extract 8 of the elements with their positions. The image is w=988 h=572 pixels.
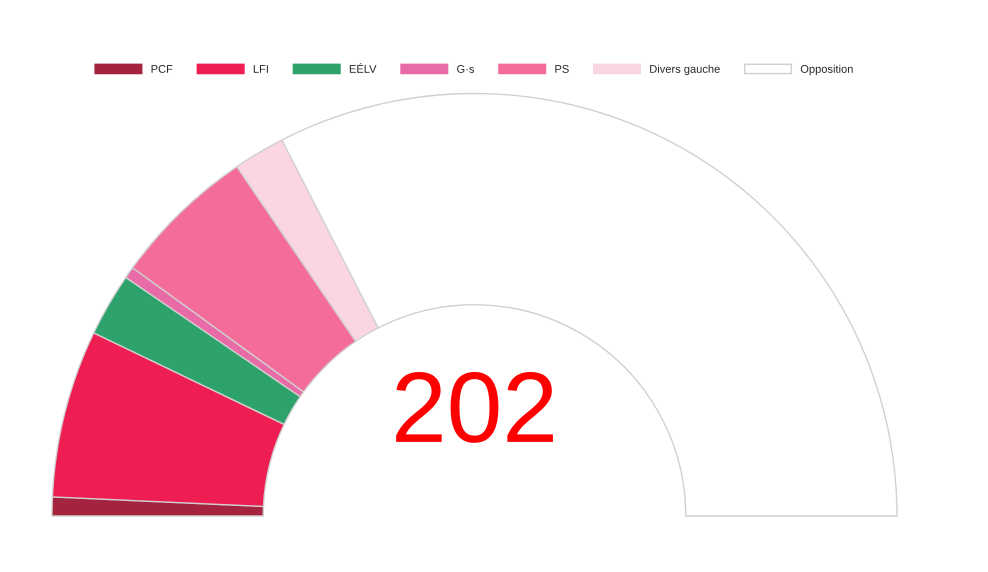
legend-label: PCF	[152, 65, 172, 73]
legend-label: LFI	[254, 65, 268, 73]
legend-label: G·s	[457, 65, 474, 73]
legend-label: Divers gauche	[650, 64, 720, 76]
legend-label: PS	[555, 65, 569, 73]
text: 202	[396, 372, 553, 443]
legend-label: Opposition	[800, 64, 853, 76]
legend-label: EÉLV	[350, 63, 376, 73]
